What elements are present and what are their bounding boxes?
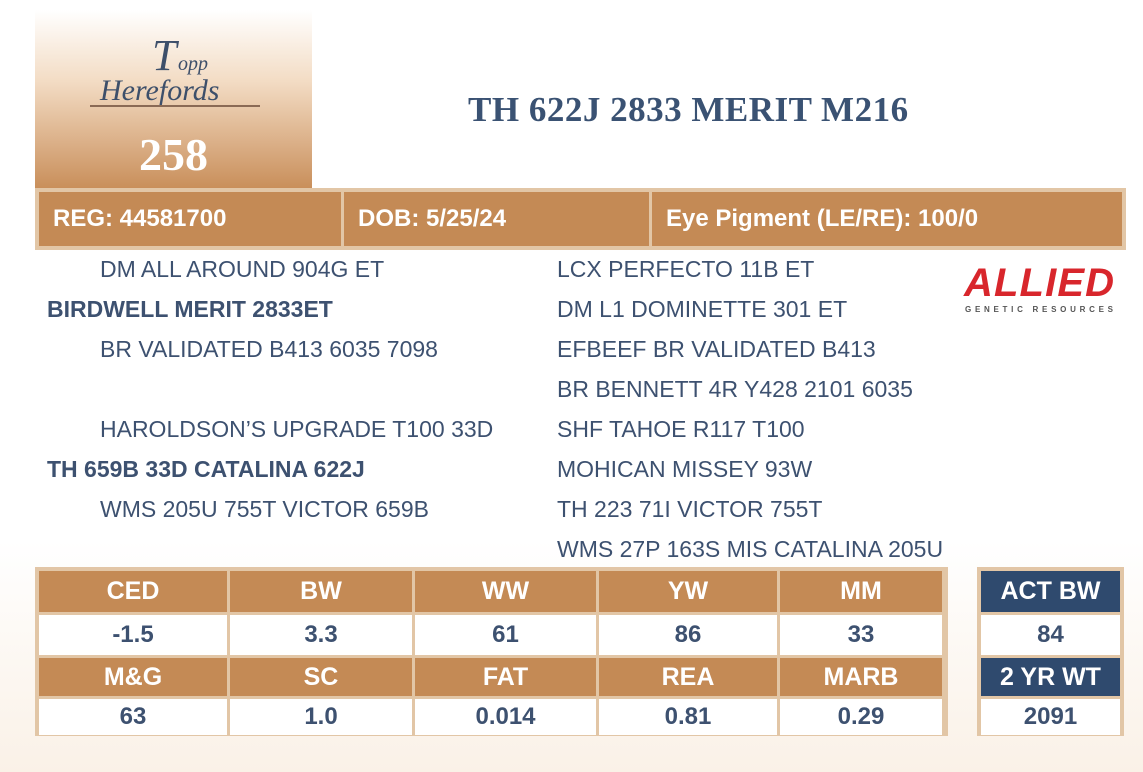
- epd-table: CED BW WW YW MM -1.5 3.3 61 86 33 M&G SC…: [35, 567, 948, 736]
- pedigree-sire-sire: DM ALL AROUND 904G ET: [100, 256, 385, 282]
- pedigree-ancestor: MOHICAN MISSEY 93W: [557, 456, 813, 482]
- epd-header-mm: MM: [780, 571, 942, 612]
- svg-text:GENETIC RESOURCES: GENETIC RESOURCES: [965, 305, 1114, 314]
- epd-value-rea: 0.81: [599, 699, 777, 735]
- pedigree-ancestor: SHF TAHOE R117 T100: [557, 416, 805, 442]
- epd-value-fat: 0.014: [415, 699, 596, 735]
- epd-header-fat: FAT: [415, 658, 596, 696]
- epd-value-mg: 63: [39, 699, 227, 735]
- epd-header-bw: BW: [230, 571, 412, 612]
- pedigree-ancestor: EFBEEF BR VALIDATED B413: [557, 336, 876, 362]
- topp-herefords-logo: T opp Herefords: [90, 31, 260, 107]
- pedigree-sire-dam: BR VALIDATED B413 6035 7098: [100, 336, 438, 362]
- act-bw-header: ACT BW: [981, 571, 1120, 612]
- epd-value-ww: 61: [415, 615, 596, 655]
- svg-text:opp: opp: [178, 53, 208, 75]
- epd-value-mm: 33: [780, 615, 942, 655]
- epd-value-bw: 3.3: [230, 615, 412, 655]
- allied-genetic-resources-logo: ALLIED GENETIC RESOURCES: [963, 261, 1114, 314]
- epd-header-ww: WW: [415, 571, 596, 612]
- act-bw-value: 84: [981, 615, 1120, 655]
- svg-text:ALLIED: ALLIED: [963, 261, 1114, 305]
- epd-header-rea: REA: [599, 658, 777, 696]
- epd-header-sc: SC: [230, 658, 412, 696]
- pedigree-sire: BIRDWELL MERIT 2833ET: [47, 296, 333, 322]
- pedigree-ancestor: LCX PERFECTO 11B ET: [557, 256, 815, 282]
- svg-text:Herefords: Herefords: [99, 74, 219, 107]
- registration-number: REG: 44581700: [39, 192, 341, 246]
- pedigree-ancestor: WMS 27P 163S MIS CATALINA 205U: [557, 536, 944, 562]
- two-year-weight-value: 2091: [981, 699, 1120, 735]
- two-year-weight-header: 2 YR WT: [981, 658, 1120, 696]
- epd-value-marb: 0.29: [780, 699, 942, 735]
- epd-value-ced: -1.5: [39, 615, 227, 655]
- pedigree-ancestor: DM L1 DOMINETTE 301 ET: [557, 296, 848, 322]
- lot-header: T opp Herefords 258: [35, 10, 312, 188]
- lot-number: 258: [139, 129, 208, 180]
- svg-text:T: T: [152, 31, 180, 80]
- pedigree-dam-dam: WMS 205U 755T VICTOR 659B: [100, 496, 429, 522]
- animal-name: TH 622J 2833 MERIT M216: [468, 90, 909, 129]
- actuals-table: ACT BW 84 2 YR WT 2091: [977, 567, 1124, 736]
- pedigree-dam: TH 659B 33D CATALINA 622J: [47, 456, 365, 482]
- pedigree-dam-sire: HAROLDSON’S UPGRADE T100 33D: [100, 416, 494, 442]
- epd-header-marb: MARB: [780, 658, 942, 696]
- date-of-birth: DOB: 5/25/24: [344, 192, 649, 246]
- epd-header-ced: CED: [39, 571, 227, 612]
- pedigree-ancestor: BR BENNETT 4R Y428 2101 6035: [557, 376, 913, 402]
- epd-value-sc: 1.0: [230, 699, 412, 735]
- epd-value-yw: 86: [599, 615, 777, 655]
- info-bar: REG: 44581700 DOB: 5/25/24 Eye Pigment (…: [35, 188, 1126, 250]
- eye-pigment: Eye Pigment (LE/RE): 100/0: [652, 192, 1122, 246]
- epd-header-mg: M&G: [39, 658, 227, 696]
- pedigree-ancestor: TH 223 71I VICTOR 755T: [557, 496, 823, 522]
- epd-header-yw: YW: [599, 571, 777, 612]
